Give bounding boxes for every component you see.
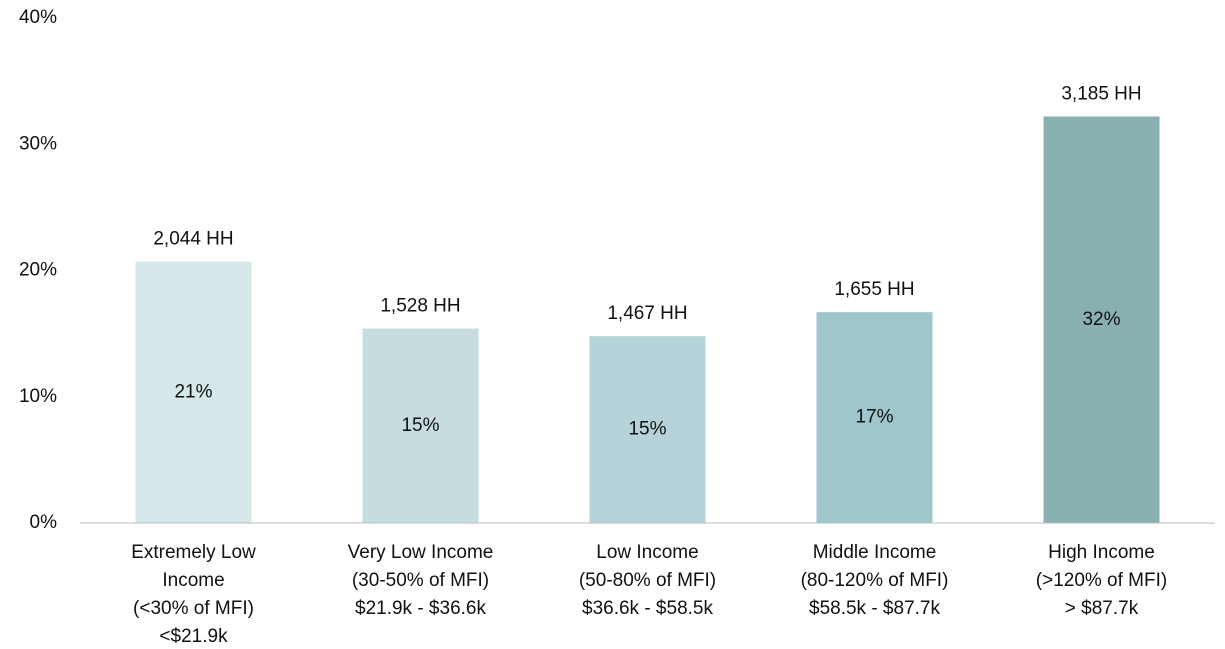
x-tick-label: <$21.9k xyxy=(159,626,228,647)
y-tick-label: 0% xyxy=(30,512,58,533)
x-tick-label: Income xyxy=(162,570,224,591)
value-label: 15% xyxy=(401,415,439,436)
bar xyxy=(135,261,252,523)
y-tick-label: 20% xyxy=(19,260,57,281)
x-tick-label: $21.9k - $36.6k xyxy=(355,598,486,619)
household-label: 1,467 HH xyxy=(607,303,687,324)
x-tick-label: Extremely Low xyxy=(131,542,256,563)
x-tick-label: Low Income xyxy=(596,542,698,563)
x-tick-label: (30-50% of MFI) xyxy=(352,570,489,591)
x-tick-label: (50-80% of MFI) xyxy=(579,570,716,591)
bar xyxy=(816,312,933,523)
x-tick-label: (80-120% of MFI) xyxy=(801,570,949,591)
y-tick-label: 40% xyxy=(19,7,57,28)
x-tick-label: (<30% of MFI) xyxy=(133,598,254,619)
x-tick-label: (>120% of MFI) xyxy=(1036,570,1167,591)
x-tick-label: > $87.7k xyxy=(1065,598,1139,619)
value-label: 21% xyxy=(174,381,212,402)
x-tick-label: $58.5k - $87.7k xyxy=(809,598,940,619)
household-label: 2,044 HH xyxy=(153,229,233,250)
x-tick-label: $36.6k - $58.5k xyxy=(582,598,713,619)
x-tick-label: High Income xyxy=(1048,542,1155,563)
value-label: 32% xyxy=(1082,309,1120,330)
bar xyxy=(362,328,479,523)
bar xyxy=(589,336,706,523)
value-label: 15% xyxy=(628,419,666,440)
household-label: 3,185 HH xyxy=(1061,83,1141,104)
x-tick-label: Very Low Income xyxy=(348,542,494,563)
y-tick-label: 10% xyxy=(19,386,57,407)
x-tick-label: Middle Income xyxy=(813,542,937,563)
bar xyxy=(1043,116,1160,523)
value-label: 17% xyxy=(855,407,893,428)
household-label: 1,528 HH xyxy=(380,296,460,317)
y-tick-label: 30% xyxy=(19,133,57,154)
household-label: 1,655 HH xyxy=(834,279,914,300)
